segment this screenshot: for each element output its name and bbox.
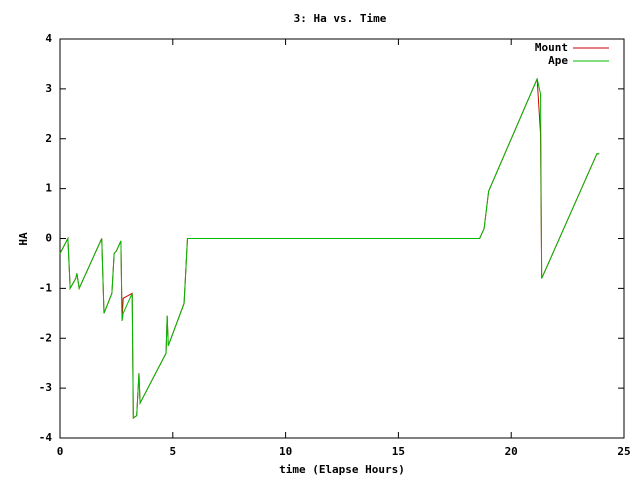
y-tick-label: -1 — [39, 281, 53, 294]
y-tick-label: 0 — [45, 232, 52, 245]
y-tick-label: 4 — [45, 32, 52, 45]
y-tick-label: -4 — [39, 431, 53, 444]
y-tick-label: -3 — [39, 381, 52, 394]
y-tick-label: -2 — [39, 331, 52, 344]
legend-label: Mount — [535, 41, 568, 54]
x-axis-label: time (Elapse Hours) — [279, 463, 405, 476]
data-line — [59, 77, 600, 420]
y-tick-label: 1 — [45, 182, 52, 195]
chart-title: 3: Ha vs. Time — [294, 12, 387, 25]
x-tick-label: 0 — [57, 445, 64, 458]
x-tick-label: 5 — [169, 445, 176, 458]
x-tick-label: 25 — [617, 445, 630, 458]
x-tick-label: 15 — [392, 445, 405, 458]
y-tick-label: 2 — [45, 132, 52, 145]
x-tick-label: 20 — [505, 445, 518, 458]
legend-label: Ape — [548, 54, 568, 67]
x-tick-label: 10 — [279, 445, 292, 458]
y-tick-label: 3 — [45, 82, 52, 95]
y-axis-label: HA — [17, 232, 30, 246]
